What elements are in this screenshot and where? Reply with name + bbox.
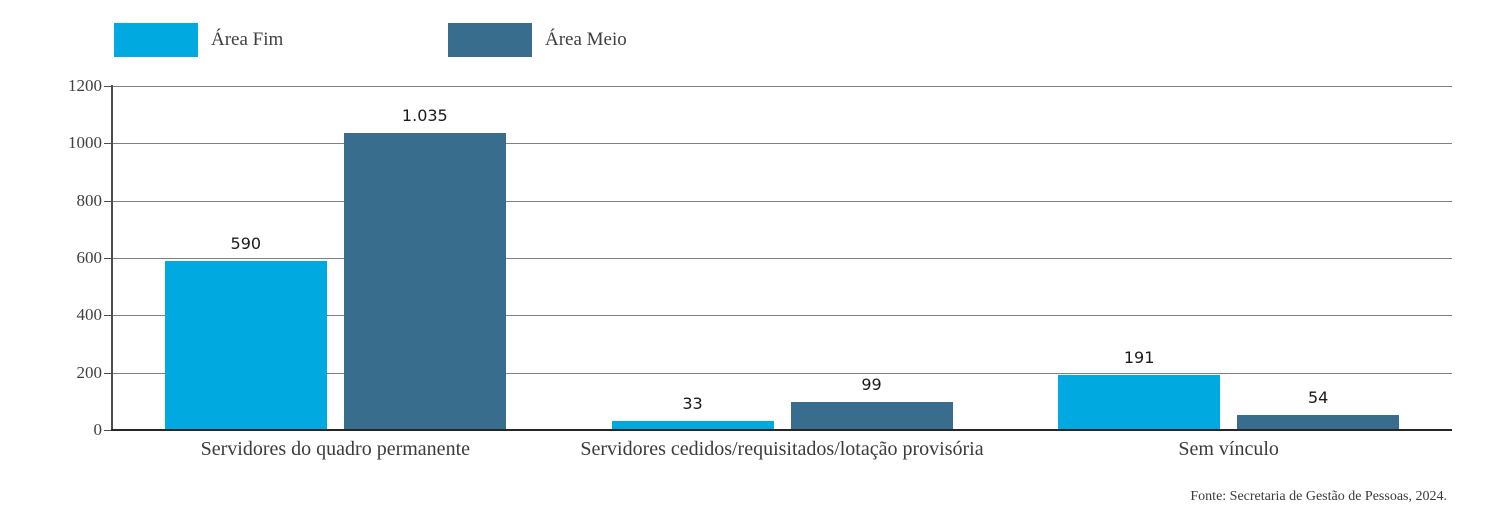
legend-swatch — [448, 23, 532, 57]
y-axis-tick — [104, 200, 112, 202]
y-tick-label: 600 — [76, 248, 103, 267]
category-label: Sem vínculo — [1178, 438, 1279, 460]
y-tick-label: 1200 — [68, 76, 102, 95]
bar-area-fim — [164, 260, 327, 430]
y-axis-line — [111, 85, 113, 431]
bar-value-label: 1.035 — [401, 106, 448, 126]
bar-value-label: 54 — [1307, 387, 1329, 407]
y-axis-tick — [104, 315, 112, 317]
bar-area-fim — [611, 420, 774, 430]
y-tick-label: 0 — [93, 420, 103, 439]
legend-swatch — [114, 23, 198, 57]
y-axis-tick — [104, 372, 112, 374]
bar-value-label: 99 — [861, 374, 882, 394]
gridline — [112, 200, 1452, 202]
legend-item: Área Fim — [114, 23, 283, 57]
gridline — [112, 372, 1452, 374]
bar-value-label: 191 — [1123, 348, 1155, 368]
gridline — [112, 258, 1452, 259]
bar-area-meio — [790, 401, 953, 430]
bar-value-label: 590 — [230, 233, 262, 253]
gridline — [112, 143, 1452, 145]
category-label: Servidores do quadro permanente — [200, 438, 470, 460]
source-note: Fonte: Secretaria de Gestão de Pessoas, … — [1190, 489, 1447, 504]
bar-area-meio — [1237, 414, 1400, 430]
category-label: Servidores cedidos/requisitados/lotação … — [580, 438, 984, 460]
legend-label: Área Fim — [211, 29, 284, 50]
y-axis-tick — [104, 86, 112, 87]
x-axis-baseline — [111, 429, 1452, 431]
bar-area-meio — [343, 133, 506, 430]
y-axis-tick — [104, 258, 112, 259]
legend-item: Área Meio — [448, 23, 627, 57]
bar-value-label: 33 — [682, 393, 703, 413]
y-axis-tick — [104, 430, 112, 431]
y-tick-label: 200 — [76, 362, 103, 382]
y-tick-label: 400 — [76, 305, 103, 325]
y-tick-label: 800 — [76, 190, 103, 210]
y-axis-tick — [104, 143, 112, 145]
legend-label: Área Meio — [545, 29, 627, 50]
gridline — [112, 315, 1452, 317]
y-tick-label: 1000 — [68, 133, 102, 153]
gridline — [112, 86, 1452, 87]
bar-area-fim — [1058, 375, 1221, 430]
